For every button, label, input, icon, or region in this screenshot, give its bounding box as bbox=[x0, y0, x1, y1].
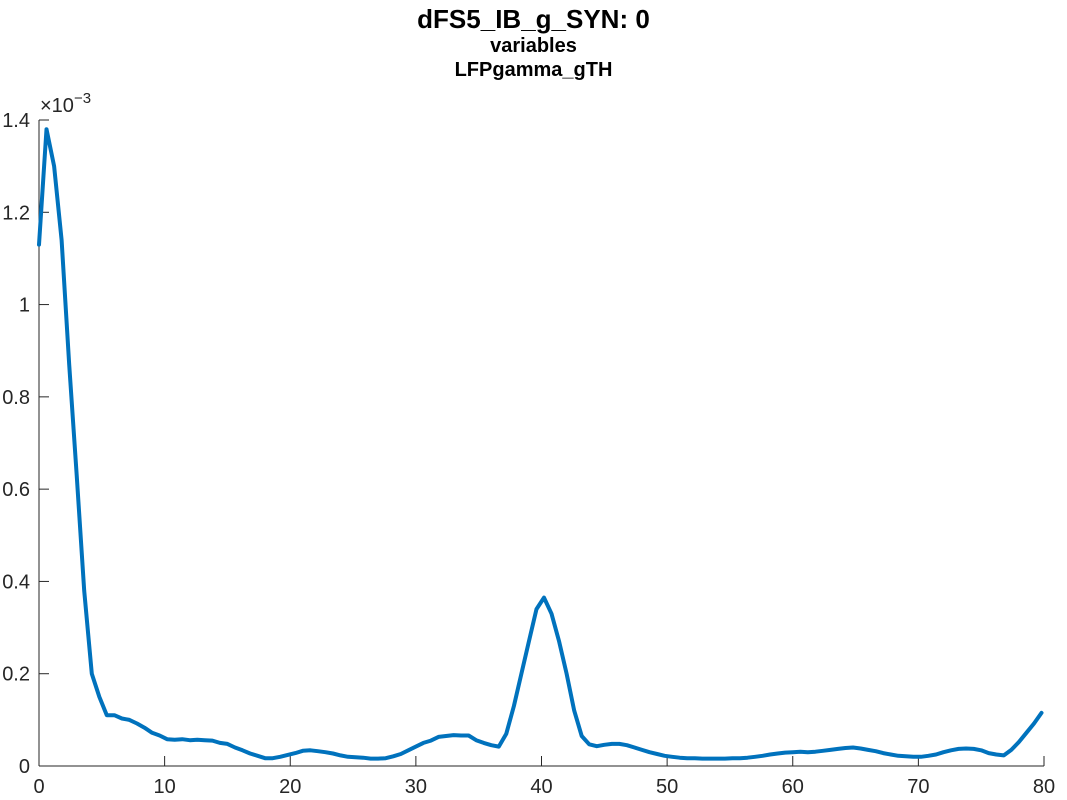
x-tick-label: 60 bbox=[782, 776, 804, 798]
ticks: 0 10 20 30 40 50 60 70 80 0 0.2 0.4 0.6 0.8 1 1.2 1.4 bbox=[2, 110, 1055, 798]
y-tick-label: 1.2 bbox=[2, 202, 30, 224]
y-exponent-power: −3 bbox=[74, 90, 91, 107]
x-tick-label: 80 bbox=[1033, 776, 1055, 798]
axes bbox=[38, 120, 1044, 767]
x-tick-label: 10 bbox=[154, 776, 176, 798]
y-tick-label: 0.8 bbox=[2, 387, 30, 409]
y-tick-label: 0.4 bbox=[2, 571, 30, 593]
title-line-2: variables bbox=[490, 35, 577, 57]
title-line-3: LFPgamma_gTH bbox=[454, 59, 613, 81]
x-tick-label: 50 bbox=[656, 776, 678, 798]
chart-title: dFS5_IB_g_SYN: 0 variables LFPgamma_gTH bbox=[0, 4, 1067, 82]
y-tick-label: 0.2 bbox=[2, 664, 30, 686]
y-tick-label: 0 bbox=[19, 756, 30, 778]
x-tick-label: 40 bbox=[530, 776, 552, 798]
plot-area bbox=[37, 127, 1044, 761]
x-tick-label: 20 bbox=[279, 776, 301, 798]
y-exponent-label: ×10−3 bbox=[40, 90, 91, 117]
y-exponent-base: ×10 bbox=[40, 95, 74, 117]
x-tick-label: 70 bbox=[907, 776, 929, 798]
y-tick-label: 0.6 bbox=[2, 479, 30, 501]
x-tick-label: 30 bbox=[405, 776, 427, 798]
title-line-1: dFS5_IB_g_SYN: 0 bbox=[417, 4, 650, 34]
y-tick-label: 1 bbox=[19, 295, 30, 317]
series-line bbox=[37, 127, 1044, 761]
y-tick-label: 1.4 bbox=[2, 110, 30, 132]
x-tick-label: 0 bbox=[33, 776, 44, 798]
